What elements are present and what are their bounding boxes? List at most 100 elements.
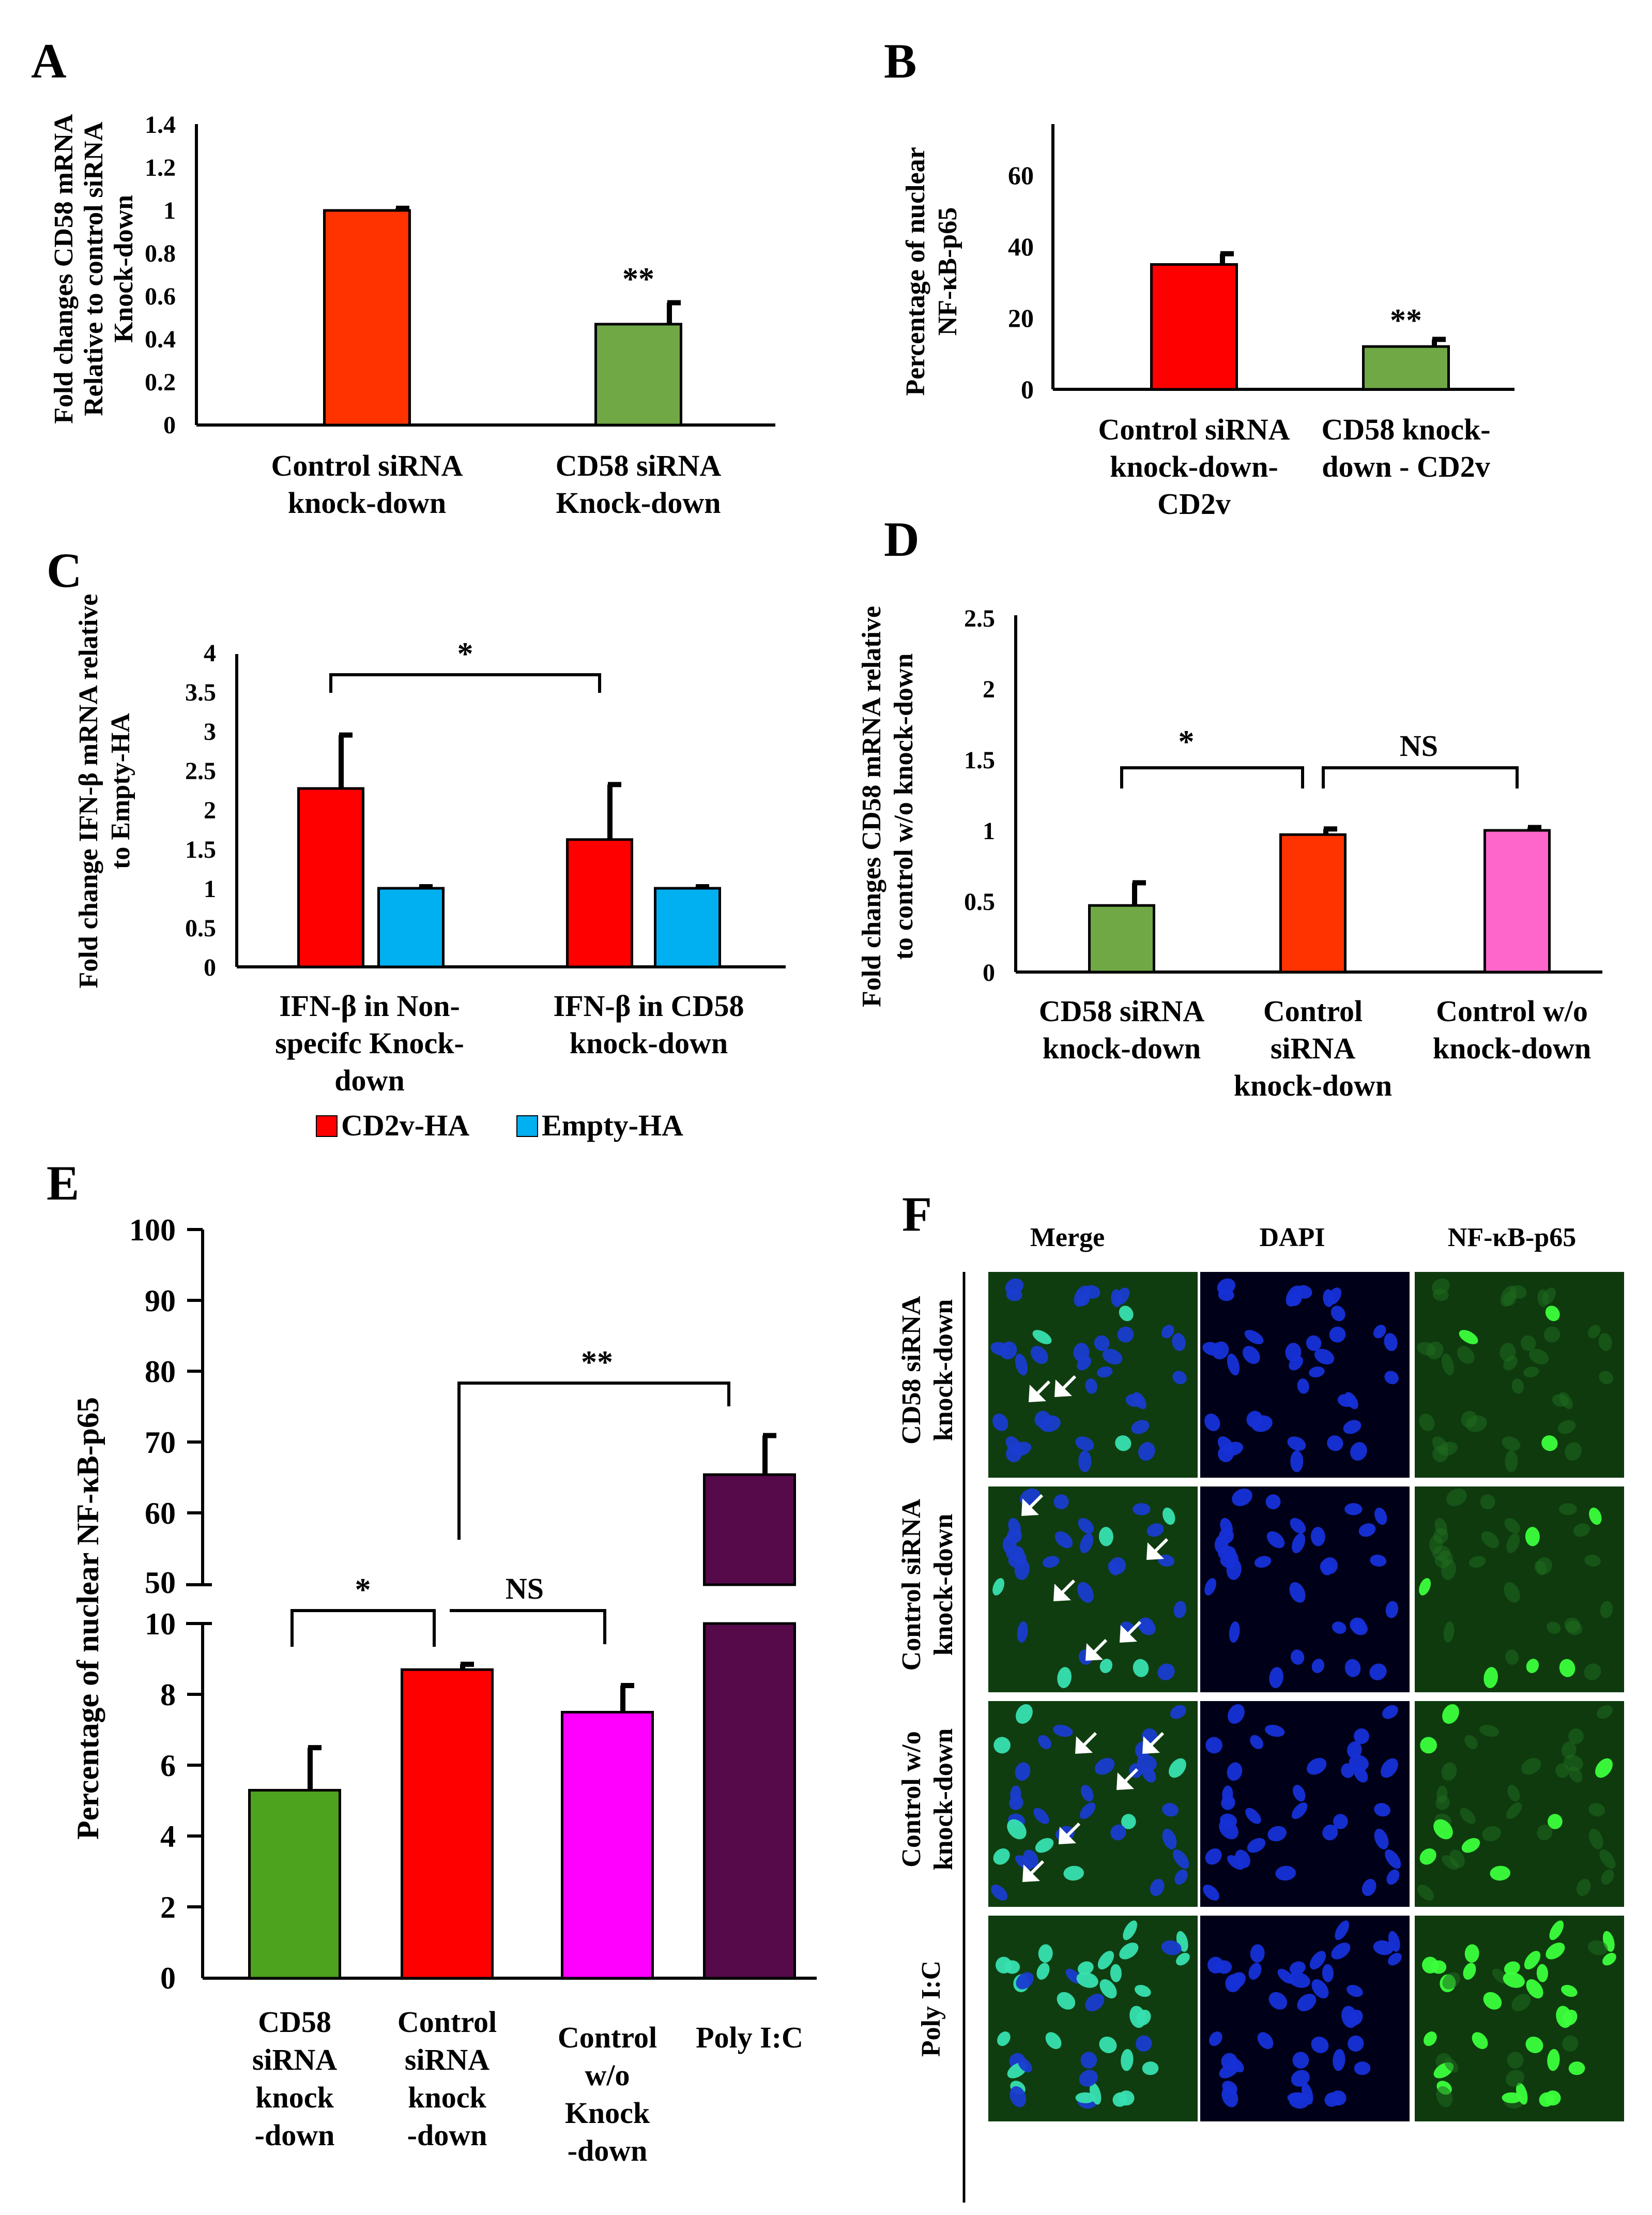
legend-label: CD2v-HA <box>341 1109 469 1142</box>
bar <box>401 1668 494 1980</box>
nucleus <box>1017 1621 1028 1643</box>
white-arrowhead <box>1059 1827 1076 1844</box>
nucleus <box>1012 1442 1031 1456</box>
panel-e-brackets: * NS ** <box>290 1345 730 1647</box>
x-category-label: CD2v <box>1157 487 1231 521</box>
nucleus <box>1341 2006 1358 2028</box>
nucleus <box>1536 1557 1553 1574</box>
panel-a-ylabel: Fold changes CD58 mRNA Relative to contr… <box>49 114 139 424</box>
x-category-label: knock <box>255 2081 334 2114</box>
panel-a-axes <box>195 124 775 427</box>
nucleus <box>1504 1582 1520 1603</box>
nucleus <box>1559 1659 1575 1677</box>
significance-bracket <box>450 1609 606 1644</box>
nucleus <box>1344 1503 1363 1515</box>
nucleus <box>1228 1972 1246 1990</box>
nucleus <box>1275 1865 1296 1881</box>
panel-b-yticks: 0 20 40 60 <box>1008 161 1034 404</box>
nucleus <box>1030 1346 1048 1364</box>
nucleus <box>991 1885 1008 1901</box>
nucleus <box>1420 1737 1437 1754</box>
bar-cd2v-ha <box>297 787 364 968</box>
nucleus <box>1032 1330 1052 1344</box>
nucleus <box>1337 1394 1354 1407</box>
nucleus <box>1503 1972 1525 1988</box>
nucleus <box>1432 1288 1449 1301</box>
nucleus <box>1381 1758 1398 1778</box>
panel-b: B Percentage of nuclear NF-κB-p65 0 20 4… <box>884 34 1515 521</box>
nucleus <box>1347 1984 1363 1997</box>
nucleus <box>1205 1737 1222 1754</box>
x-category-label: w/o <box>585 2058 630 2092</box>
micrograph-tile <box>988 1701 1198 1907</box>
x-category-label: IFN-β in Non- <box>279 989 460 1023</box>
nucleus <box>1109 1557 1126 1574</box>
nucleus <box>1349 1754 1369 1771</box>
nucleus <box>1230 2058 1244 2073</box>
micrograph-tile <box>1415 1701 1624 1907</box>
y-tick-label: 1.4 <box>145 111 176 139</box>
row-label-control-wo: Control w/o knock-down <box>897 1728 958 1871</box>
x-category-label: IFN-β in CD58 <box>554 989 744 1023</box>
nucleus <box>1247 1838 1266 1853</box>
nucleus <box>1170 1705 1186 1719</box>
nucleus <box>1297 1378 1309 1394</box>
nucleus <box>1562 1741 1577 1759</box>
nucleus <box>1077 1961 1094 1975</box>
nucleus <box>1460 1808 1476 1824</box>
nucleus <box>1119 1943 1139 1960</box>
nucleus <box>1601 1869 1614 1885</box>
nucleus <box>1016 1704 1033 1724</box>
micrograph-tile <box>988 1916 1198 2121</box>
x-category-label: -down <box>255 2118 335 2152</box>
nucleus <box>1559 1503 1577 1515</box>
nucleus <box>1386 1869 1400 1885</box>
nucleus <box>1209 2031 1222 2046</box>
nucleus <box>1504 1518 1521 1534</box>
micrograph-tile <box>988 1272 1198 1478</box>
nucleus <box>1221 1795 1235 1810</box>
significance-label: NS <box>506 1572 544 1605</box>
nucleus <box>1463 1963 1476 1980</box>
nucleus <box>1314 1348 1335 1364</box>
nucleus <box>1121 2049 1134 2071</box>
nucleus <box>1078 1450 1092 1473</box>
nucleus <box>1541 1435 1558 1451</box>
nucleus <box>1053 1494 1069 1510</box>
nucleus <box>1561 1984 1578 1997</box>
panel-c-ylabel: Fold change IFN-β mRNA relative to Empty… <box>74 594 135 988</box>
y-axis-label-line: to control w/o knock-down <box>889 654 919 960</box>
nucleus <box>1384 1333 1398 1352</box>
nucleus <box>1013 1550 1027 1565</box>
y-tick-label: 70 <box>145 1425 176 1460</box>
nucleus <box>1074 1285 1090 1307</box>
x-category-label: Poly I:C <box>696 2021 803 2054</box>
nucleus <box>1112 2092 1128 2107</box>
nucleus <box>1524 1951 1541 1970</box>
nucleus <box>1419 1578 1431 1596</box>
nucleus <box>1599 1371 1613 1385</box>
nucleus <box>1525 2036 1543 2054</box>
legend-label: Empty-HA <box>542 1109 683 1142</box>
nucleus <box>1481 1531 1500 1549</box>
nucleus <box>1291 2070 1310 2087</box>
nucleus <box>1073 1343 1090 1362</box>
nucleus <box>1419 1848 1436 1865</box>
nucleus <box>1430 1960 1447 1974</box>
nucleus <box>1576 1878 1591 1897</box>
nucleus <box>1099 1979 1117 1999</box>
y-tick-label: 50 <box>145 1566 176 1600</box>
x-category-label: CD58 <box>258 2005 331 2039</box>
x-category-label: knock-down <box>288 486 446 520</box>
y-tick-label: 0 <box>204 954 216 981</box>
nucleus <box>1446 1488 1467 1507</box>
panel-c: C Fold change IFN-β mRNA relative to Emp… <box>47 543 786 1142</box>
y-tick-label: 0 <box>163 412 176 439</box>
panel-b-bars <box>1150 251 1450 391</box>
row-label-line: CD58 siRNA <box>897 1296 926 1445</box>
nucleus <box>1287 1436 1306 1451</box>
nucleus <box>1382 1705 1398 1719</box>
row-label-line: Control w/o <box>897 1731 926 1867</box>
y-tick-label: 3 <box>204 718 216 746</box>
nucleus <box>1267 1826 1287 1842</box>
